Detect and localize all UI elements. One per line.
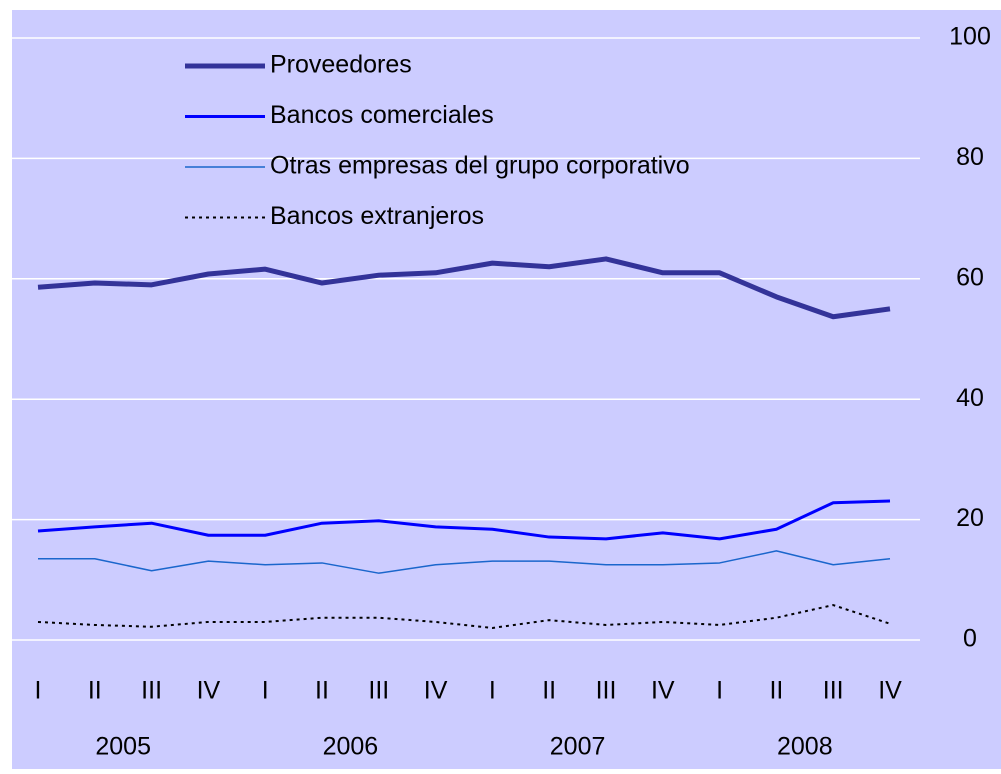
y-tick-label: 0	[963, 625, 977, 653]
plot-background	[12, 10, 1001, 769]
legend-label: Proveedores	[270, 51, 412, 79]
x-tick-label: II	[542, 677, 556, 705]
series-line	[38, 550, 891, 574]
x-tick-label: III	[596, 677, 617, 705]
y-tick-label: 80	[956, 143, 984, 171]
y-tick-label: 40	[956, 384, 984, 412]
series-line	[37, 499, 891, 541]
x-tick-label: II	[315, 677, 329, 705]
x-tick-label: III	[141, 677, 162, 705]
y-tick-label: 100	[949, 23, 991, 51]
x-tick-label: II	[88, 677, 102, 705]
x-tick-label: IV	[424, 677, 448, 705]
year-label: 2008	[777, 733, 833, 761]
x-tick-label: III	[823, 677, 844, 705]
year-label: 2005	[95, 733, 151, 761]
x-tick-label: IV	[197, 677, 221, 705]
series-line	[37, 256, 891, 320]
x-tick-label: II	[769, 677, 783, 705]
x-tick-label: I	[489, 677, 496, 705]
x-tick-label: I	[262, 677, 269, 705]
y-tick-label: 60	[956, 263, 984, 291]
year-label: 2006	[323, 733, 379, 761]
x-tick-label: III	[368, 677, 389, 705]
series-line	[37, 604, 891, 629]
year-label: 2007	[550, 733, 606, 761]
legend-label: Bancos extranjeros	[270, 202, 484, 230]
x-tick-label: IV	[878, 677, 902, 705]
y-tick-label: 20	[956, 504, 984, 532]
x-tick-label: I	[35, 677, 42, 705]
x-tick-label: IV	[651, 677, 675, 705]
legend-label: Otras empresas del grupo corporativo	[270, 152, 690, 180]
legend-label: Bancos comerciales	[270, 101, 494, 129]
x-tick-label: I	[716, 677, 723, 705]
